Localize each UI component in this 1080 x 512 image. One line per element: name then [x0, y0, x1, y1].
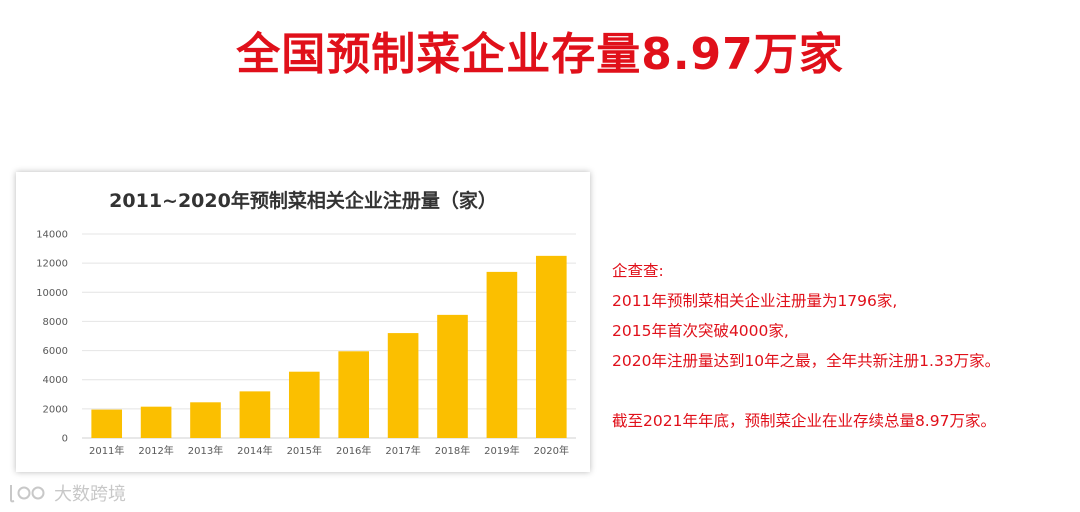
bar [387, 333, 419, 438]
chart-title: 2011~2020年预制菜相关企业注册量（家） [109, 190, 497, 212]
x-tick-label: 2014年 [237, 444, 272, 457]
notes-line-4: 截至2021年年底，预制菜企业在业存续总量8.97万家。 [612, 412, 996, 430]
bar [288, 371, 320, 438]
bar [239, 391, 271, 438]
x-tick-label: 2017年 [385, 444, 420, 457]
y-tick-label: 0 [62, 434, 68, 445]
x-tick-label: 2018年 [435, 444, 470, 457]
bar [486, 271, 518, 438]
bar [140, 406, 172, 438]
bar [338, 351, 370, 438]
bar [190, 402, 221, 438]
x-tick-label: 2016年 [336, 444, 371, 457]
bar-chart: 0 2000 4000 6000 8000 10000 12000 14000 2011年 201… [36, 230, 576, 457]
y-tick-label: 10000 [36, 288, 68, 299]
bar-chart-card: 2011~2020年预制菜相关企业注册量（家） 0 2000 4000 6000 800… [16, 172, 590, 472]
notes-line-3: 2020年注册量达到10年之最，全年共新注册1.33万家。 [612, 352, 1001, 370]
notes-line-2: 2015年首次突破4000家, [612, 322, 789, 340]
x-tick-label: 2020年 [534, 444, 569, 457]
x-tick-label: 2019年 [484, 444, 519, 457]
y-tick-label: 14000 [36, 230, 68, 241]
notes-panel: 企查查: 2011年预制菜相关企业注册量为1796家, 2015年首次突破400… [612, 256, 1072, 436]
notes-spacer [612, 376, 1072, 406]
watermark: 大数跨境 [8, 480, 126, 506]
y-tick-label: 4000 [43, 375, 68, 386]
x-tick-label: 2015年 [287, 444, 322, 457]
bar [535, 255, 567, 438]
x-tick-label: 2011年 [89, 444, 124, 457]
x-tick-label: 2013年 [188, 444, 223, 457]
y-tick-label: 8000 [43, 317, 68, 328]
notes-source: 企查查: [612, 262, 664, 280]
bar [91, 409, 123, 438]
bar [437, 314, 468, 438]
y-tick-label: 6000 [43, 346, 68, 357]
notes-line-1: 2011年预制菜相关企业注册量为1796家, [612, 292, 898, 310]
x-tick-label: 2012年 [138, 444, 173, 457]
y-tick-label: 2000 [43, 404, 68, 415]
y-tick-label: 12000 [36, 259, 68, 270]
page-headline: 全国预制菜企业存量8.97万家 [236, 29, 844, 80]
watermark-logo-icon [10, 485, 45, 503]
watermark-text: 大数跨境 [54, 484, 126, 505]
